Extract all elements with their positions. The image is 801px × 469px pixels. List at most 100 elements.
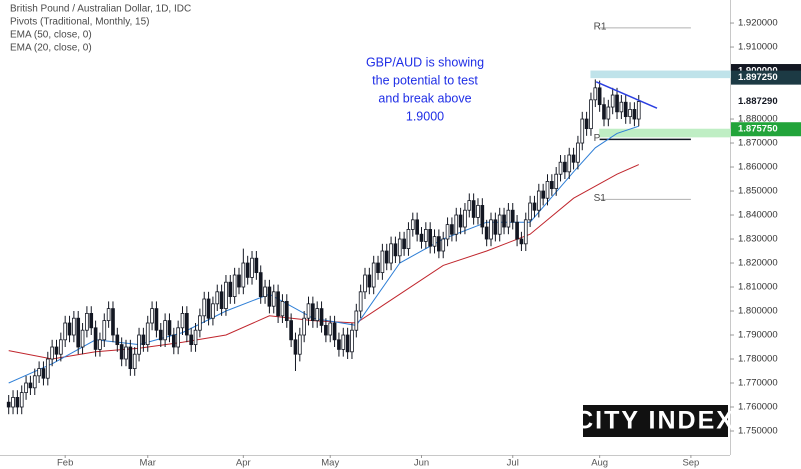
candle-body: [328, 322, 333, 336]
candle-body: [24, 382, 28, 394]
candle-body: [258, 272, 263, 298]
candle-body: [589, 99, 593, 130]
candle-body: [85, 313, 89, 331]
candle-body: [54, 346, 59, 355]
x-tick-label: Sep: [682, 458, 699, 469]
price-label-box: [731, 122, 801, 137]
chart-subtitle: Pivots (Traditional, Monthly, 15): [10, 17, 150, 28]
candle-body: [354, 310, 359, 331]
x-tick-label: Aug: [591, 458, 608, 469]
candle-body: [397, 238, 402, 257]
y-tick-label: 1.770000: [738, 378, 778, 389]
candle-body: [302, 317, 307, 336]
candle-body: [63, 322, 68, 341]
candle-body: [284, 301, 289, 322]
candle-body: [106, 308, 111, 322]
candle-body: [50, 346, 54, 360]
candle-body: [493, 219, 498, 235]
candle-body: [128, 346, 133, 370]
candle-body: [215, 291, 220, 305]
candle-body: [528, 202, 532, 221]
candle-body: [489, 219, 493, 240]
pivot-label: P: [594, 133, 601, 144]
candle-body: [463, 209, 467, 228]
candle-body: [245, 262, 250, 278]
candle-body: [141, 334, 146, 346]
candle-body: [98, 339, 102, 350]
legend-entry: EMA (50, close, 0): [10, 30, 92, 41]
candle-body: [571, 154, 576, 163]
y-tick-label: 1.750000: [738, 426, 778, 437]
candle-body: [176, 327, 180, 348]
candle-body: [384, 250, 389, 264]
candle-body: [189, 334, 194, 346]
candle-body: [132, 353, 137, 370]
price-label: 1.897250: [738, 72, 778, 83]
candle-body: [563, 161, 567, 173]
candle-body: [267, 286, 272, 307]
candle-body: [6, 401, 11, 408]
price-label-box: [731, 94, 801, 109]
candle-body: [102, 320, 107, 341]
candle-body: [180, 313, 185, 329]
y-tick-label: 1.800000: [738, 306, 778, 317]
candle-body: [41, 368, 46, 379]
candle-body: [363, 274, 367, 293]
candle-body: [311, 303, 315, 322]
price-label: 1.875750: [738, 124, 778, 135]
candle-body: [80, 329, 85, 348]
candle-body: [319, 308, 324, 326]
candle-body: [502, 214, 506, 228]
y-tick-label: 1.850000: [738, 186, 778, 197]
zone: [590, 70, 731, 79]
candle-body: [597, 87, 602, 106]
legend-entry: EMA (20, close, 0): [10, 43, 92, 54]
y-tick-label: 1.870000: [738, 138, 778, 149]
candle-body: [450, 224, 454, 235]
y-tick-label: 1.820000: [738, 258, 778, 269]
candle-body: [150, 308, 154, 324]
candle-body: [37, 368, 41, 377]
y-tick-label: 1.920000: [738, 18, 778, 29]
candle-body: [28, 382, 33, 389]
candle-body: [219, 291, 224, 310]
y-tick-label: 1.790000: [738, 330, 778, 341]
candle-body: [115, 334, 120, 346]
candle-body: [610, 94, 615, 108]
candle-body: [271, 291, 276, 307]
candle-body: [371, 262, 376, 288]
y-tick-label: 1.860000: [738, 162, 778, 173]
candle-body: [232, 274, 237, 298]
candle-body: [72, 317, 76, 336]
candle-body: [280, 301, 285, 317]
candle-body: [615, 94, 619, 113]
candle-body: [315, 308, 320, 322]
candle-body: [376, 262, 380, 274]
candle-body: [515, 221, 519, 240]
candle-body: [76, 317, 81, 348]
candle-body: [545, 181, 550, 199]
candle-body: [471, 200, 476, 218]
candle-body: [111, 308, 115, 336]
candle-body: [367, 274, 372, 288]
candle-body: [437, 236, 441, 252]
candle-body: [480, 205, 485, 228]
zone: [599, 128, 731, 138]
y-tick-label: 1.830000: [738, 234, 778, 245]
candle-body: [254, 257, 259, 274]
candle-body: [523, 219, 528, 245]
x-tick-label: Jun: [414, 458, 429, 469]
x-tick-label: Mar: [140, 458, 156, 469]
annotation: and break above: [378, 91, 471, 105]
candle-body: [185, 313, 189, 336]
y-tick-label: 1.880000: [738, 114, 778, 125]
candle-body: [289, 320, 293, 341]
candle-body: [11, 397, 15, 408]
candle-body: [497, 214, 502, 235]
candle-body: [58, 339, 63, 355]
candle-body: [202, 298, 207, 317]
y-tick-label: 1.910000: [738, 42, 778, 53]
logo: CITY INDEX: [575, 407, 735, 435]
candle-body: [558, 161, 563, 175]
candle-body: [358, 291, 363, 312]
